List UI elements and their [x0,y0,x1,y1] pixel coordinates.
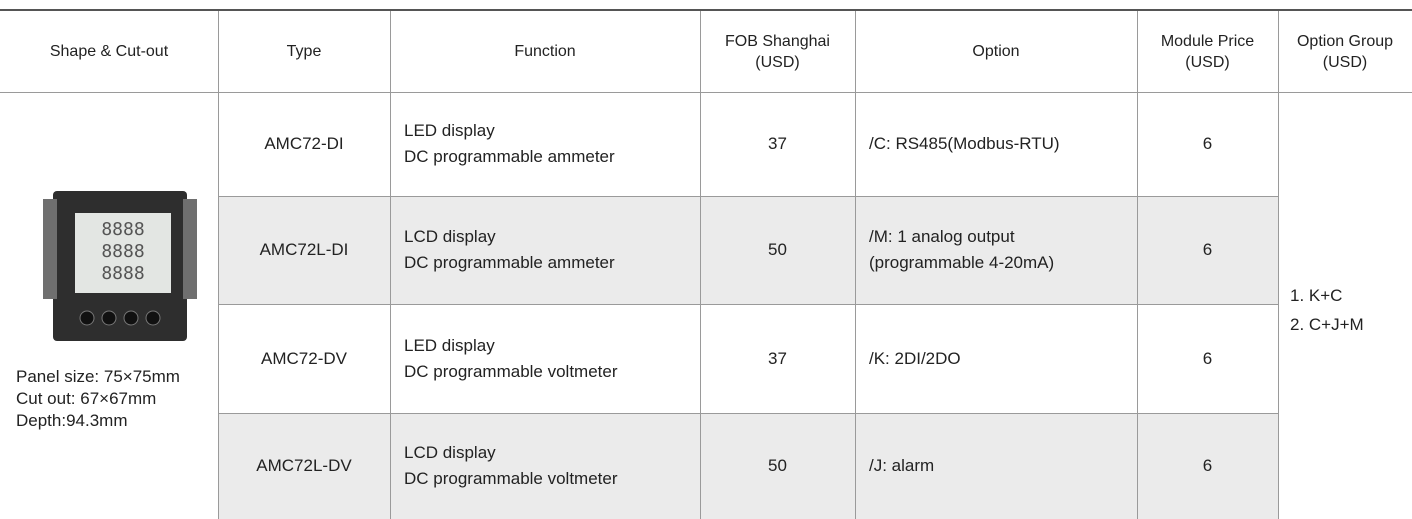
col-rule [1278,11,1279,519]
top-rule [0,9,1412,11]
shape-description: Panel size: 75×75mm Cut out: 67×67mm Depth… [16,366,180,432]
text-line: Option Group [1296,32,1394,50]
text-line: /K: 2DI/2DO [869,348,961,368]
row-rule [218,304,1278,305]
header-cell: Type [218,11,390,92]
cell-module-price: 6 [1137,92,1278,196]
text-line: 37 [768,134,787,153]
svg-text:8888: 8888 [101,263,144,284]
col-rule [700,11,701,519]
text-line: 50 [768,456,787,475]
cell-fob: 50 [700,196,855,304]
text-line: (USD) [755,53,800,71]
text-line: FOB Shanghai [725,32,830,50]
cell-module-price: 6 [1137,196,1278,304]
row-shade [218,196,1278,304]
text-line: 6 [1202,240,1213,259]
header-cell: Option [855,11,1137,92]
cell-function: LED display DC programmable ammeter [390,92,700,196]
text-line: Option [972,43,1020,60]
text-line: Module Price [1160,32,1255,50]
text-line: AMC72L-DI [259,240,349,259]
cell-type: AMC72-DV [218,304,390,413]
text-line: (USD) [1322,53,1368,71]
header-cell: Module Price (USD) [1137,11,1278,92]
col-rule [1137,11,1138,519]
header-cell: FOB Shanghai (USD) [700,11,855,92]
text-line: Cut out: 67×67mm [16,389,157,408]
cell-module-price: 6 [1137,413,1278,519]
text-line: /M: 1 analog output [869,227,1015,246]
text-line: DC programmable ammeter [404,147,615,166]
cell-option: /C: RS485(Modbus-RTU) [855,92,1137,196]
text-line: Panel size: 75×75mm [16,367,180,386]
cell-fob: 50 [700,413,855,519]
cell-module-price: 6 [1137,304,1278,413]
text-line: 6 [1202,134,1213,153]
cell-function: LCD display DC programmable ammeter [390,196,700,304]
col-rule [855,11,856,519]
cell-option: /K: 2DI/2DO [855,304,1137,413]
cell-function: LCD display DC programmable voltmeter [390,413,700,519]
svg-text:8888: 8888 [101,241,144,262]
text-line: 6 [1202,348,1213,368]
row-rule [218,413,1278,414]
cell-type: AMC72-DI [218,92,390,196]
header-rule [0,92,1412,93]
text-line: 1. K+C [1290,285,1343,305]
row-rule [218,196,1278,197]
cell-fob: 37 [700,304,855,413]
svg-text:8888: 8888 [101,219,144,240]
option-group: 1. K+C 2. C+J+M [1278,92,1412,519]
col-rule [218,11,219,519]
text-line: AMC72-DI [264,134,344,153]
text-line: LCD display [404,443,496,462]
cell-function: LED display DC programmable voltmeter [390,304,700,413]
text-line: LED display [404,121,495,140]
cell-option: /J: alarm [855,413,1137,519]
text-line: AMC72L-DV [256,456,352,475]
text-line: /J: alarm [869,456,935,475]
text-line: LED display [404,335,495,355]
cell-option: /M: 1 analog output (programmable 4-20mA) [855,196,1137,304]
text-line: 6 [1202,456,1213,475]
header-cell: Shape & Cut-out [0,11,218,92]
text-line: Shape & Cut-out [49,43,169,60]
text-line: 50 [768,240,787,259]
text-line: 2. C+J+M [1290,314,1364,334]
text-line: DC programmable voltmeter [404,469,618,488]
header-cell: Option Group (USD) [1278,11,1412,92]
col-rule [390,11,391,519]
text-line: Depth:94.3mm [16,411,128,430]
text-line: (programmable 4-20mA) [869,253,1055,272]
row-shade [218,413,1278,519]
text-line: (USD) [1185,53,1230,71]
text-line: AMC72-DV [261,348,347,368]
text-line: Type [286,43,322,60]
cell-type: AMC72L-DV [218,413,390,519]
cell-type: AMC72L-DI [218,196,390,304]
text-line: DC programmable voltmeter [404,361,618,381]
text-line: LCD display [404,227,496,246]
text-line: DC programmable ammeter [404,253,615,272]
header-cell: Function [390,11,700,92]
text-line: Function [514,43,576,60]
cell-fob: 37 [700,92,855,196]
text-line: 37 [768,348,787,368]
text-line: /C: RS485(Modbus-RTU) [869,134,1060,153]
